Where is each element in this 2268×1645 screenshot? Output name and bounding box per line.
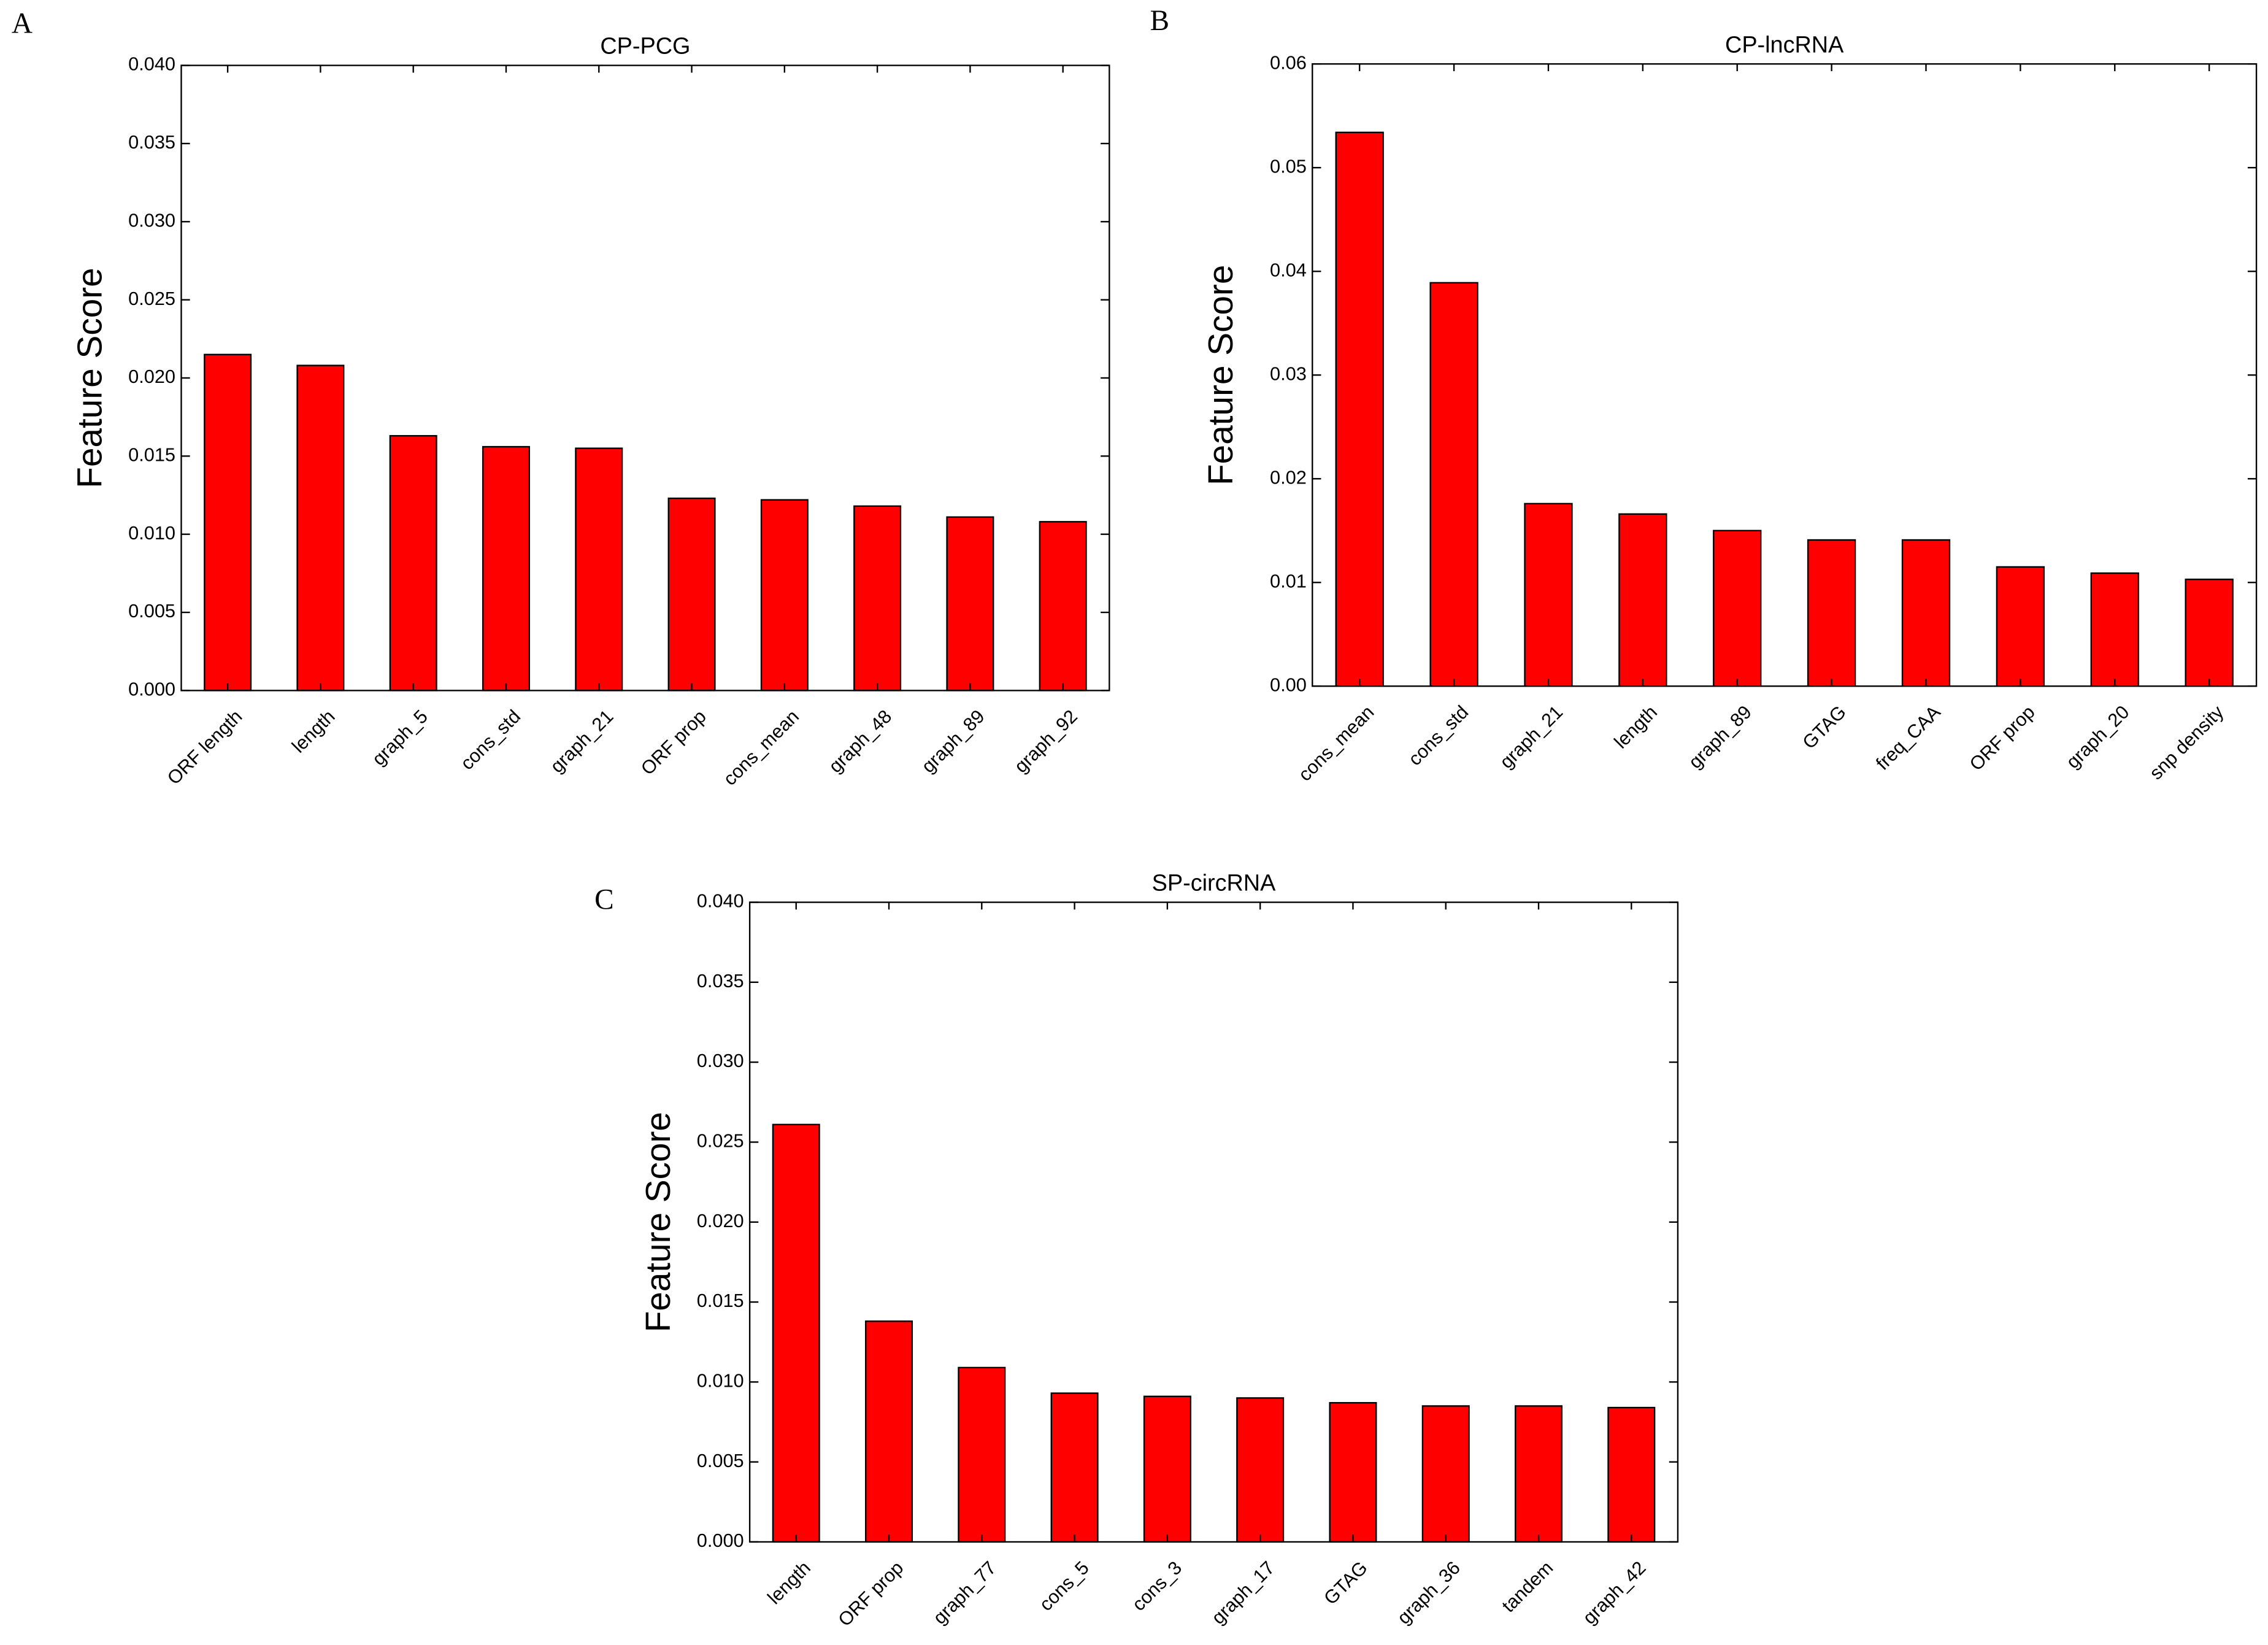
bar (1421, 1405, 1470, 1543)
x-tick-label: cons_mean (1294, 701, 1378, 785)
bar (1515, 1405, 1563, 1543)
y-tick-label: 0.035 (697, 970, 744, 992)
x-tick-label: freq_CAA (1872, 701, 1945, 774)
bar (1901, 539, 1951, 687)
y-tick-label: 0.020 (128, 366, 175, 387)
bar (389, 435, 437, 692)
x-tick-label: length (1610, 701, 1661, 753)
y-tick-label: 0.015 (697, 1290, 744, 1311)
x-tick-label: GTAG (1798, 701, 1850, 753)
y-tick-label: 0.030 (128, 209, 175, 231)
x-tick-label: graph_89 (1684, 701, 1756, 773)
x-tick-label: graph_17 (1207, 1557, 1279, 1628)
y-tick-label: 0.010 (697, 1370, 744, 1391)
panel-label: A (12, 8, 33, 40)
bar (1713, 530, 1762, 687)
x-tick-label: cons_std (456, 706, 525, 774)
y-axis-label: Feature Score (1202, 265, 1240, 485)
chart-title: SP-circRNA (1152, 871, 1276, 896)
bar (1429, 282, 1478, 687)
chart-title: CP-lncRNA (1725, 32, 1844, 58)
y-tick-label: 0.040 (697, 890, 744, 912)
x-tick-label: length (288, 706, 339, 757)
x-tick-label: graph_20 (2062, 701, 2134, 773)
y-tick-label: 0.030 (697, 1050, 744, 1071)
bar (865, 1320, 913, 1543)
bar (958, 1366, 1006, 1543)
y-tick-label: 0.06 (1270, 52, 1307, 73)
x-tick-label: graph_92 (1010, 706, 1082, 777)
x-tick-label: GTAG (1320, 1557, 1372, 1609)
y-tick-label: 0.015 (128, 444, 175, 465)
x-tick-label: graph_48 (825, 706, 896, 777)
panel-label: B (1150, 5, 1170, 37)
x-tick-label: ORF prop (637, 706, 710, 779)
bar (760, 499, 809, 692)
bar (1335, 131, 1384, 687)
y-tick-label: 0.01 (1270, 570, 1307, 591)
x-tick-label: graph_89 (917, 706, 989, 777)
bar (1524, 503, 1573, 687)
y-tick-label: 0.03 (1270, 363, 1307, 384)
x-tick-label: length (763, 1557, 815, 1608)
x-tick-label: tandem (1497, 1557, 1557, 1616)
y-tick-label: 0.010 (128, 522, 175, 544)
bar (482, 445, 530, 692)
bar (1618, 513, 1667, 687)
bar (1807, 539, 1856, 687)
y-tick-label: 0.035 (128, 131, 175, 153)
x-tick-label: graph_21 (546, 706, 618, 777)
x-tick-label: cons_5 (1035, 1557, 1093, 1615)
plot-frame (748, 901, 1679, 1543)
x-tick-label: graph_36 (1393, 1557, 1464, 1628)
x-tick-label: snp density (2145, 701, 2228, 784)
y-tick-label: 0.025 (697, 1130, 744, 1152)
panel-label: C (594, 884, 614, 915)
bar (772, 1123, 820, 1543)
bar (1329, 1402, 1377, 1543)
x-tick-label: graph_42 (1578, 1557, 1650, 1628)
x-tick-label: cons_std (1404, 701, 1473, 770)
x-tick-label: ORF length (163, 706, 247, 789)
y-tick-label: 0.04 (1270, 259, 1307, 280)
bar (2185, 579, 2234, 687)
y-tick-label: 0.05 (1270, 155, 1307, 177)
x-tick-label: graph_21 (1496, 701, 1567, 773)
bar (1143, 1395, 1191, 1543)
bar (853, 505, 902, 692)
x-tick-label: ORF prop (834, 1557, 907, 1630)
y-axis-label: Feature Score (639, 1112, 678, 1332)
bar (1607, 1406, 1656, 1543)
x-tick-label: graph_77 (929, 1557, 1001, 1628)
bar (1039, 521, 1087, 692)
bar (667, 497, 716, 692)
plot-frame (180, 64, 1110, 692)
y-tick-label: 0.005 (128, 600, 175, 622)
x-tick-label: cons_3 (1128, 1557, 1186, 1615)
bar (1050, 1392, 1099, 1543)
x-tick-label: ORF prop (1966, 701, 2039, 775)
x-tick-label: cons_mean (719, 706, 803, 790)
y-tick-label: 0.025 (128, 288, 175, 309)
y-tick-label: 0.02 (1270, 466, 1307, 488)
bar (296, 364, 345, 692)
y-tick-label: 0.00 (1270, 674, 1307, 695)
y-axis-label: Feature Score (71, 268, 109, 488)
chart-title: CP-PCG (600, 34, 690, 60)
y-tick-label: 0.040 (128, 53, 175, 75)
bar (204, 353, 252, 692)
y-tick-label: 0.020 (697, 1210, 744, 1231)
y-tick-label: 0.000 (697, 1530, 744, 1551)
bar (1236, 1397, 1285, 1543)
bar (1996, 566, 2045, 687)
x-tick-label: graph_5 (367, 706, 431, 769)
bar (946, 516, 994, 692)
y-tick-label: 0.000 (128, 679, 175, 700)
bar (2090, 572, 2139, 687)
y-tick-label: 0.005 (697, 1450, 744, 1471)
plot-frame (1312, 63, 2258, 687)
bar (575, 447, 623, 692)
